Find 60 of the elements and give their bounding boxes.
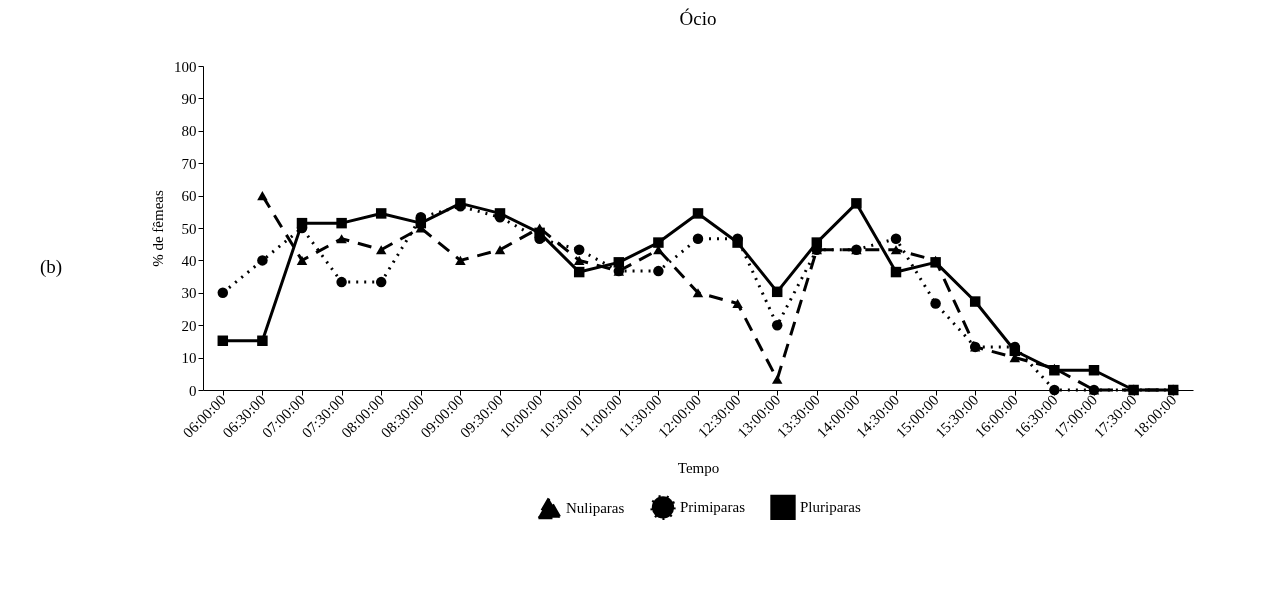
y-tick-label: 10 <box>181 350 197 367</box>
y-tick-label: 30 <box>181 285 197 302</box>
point <box>217 335 229 346</box>
y-tick-label: 60 <box>181 188 197 205</box>
y-tick-label: 100 <box>174 58 197 75</box>
point <box>494 208 506 219</box>
point <box>692 233 704 244</box>
point <box>1049 384 1060 396</box>
point <box>415 217 427 229</box>
y-tick-label: 90 <box>181 90 197 107</box>
point <box>296 255 308 265</box>
y-tick-label: 50 <box>181 220 197 237</box>
point <box>573 244 585 255</box>
point <box>573 266 585 278</box>
point <box>375 276 387 288</box>
point <box>257 191 268 201</box>
legend-label: Pluriparas <box>800 499 861 516</box>
point <box>336 234 347 244</box>
legend-label: Primiparas <box>680 499 746 516</box>
point <box>494 245 506 255</box>
y-tick-label: 0 <box>189 382 197 399</box>
point <box>890 266 902 278</box>
point <box>336 276 347 288</box>
point <box>1009 345 1021 357</box>
point <box>1088 364 1100 376</box>
point <box>732 298 743 309</box>
point <box>573 255 585 265</box>
point <box>653 237 664 248</box>
y-tick-label: 40 <box>181 252 197 269</box>
text: (b) <box>40 256 63 278</box>
point <box>890 245 902 255</box>
point <box>930 298 941 309</box>
y-tick-label: 80 <box>181 123 197 140</box>
point <box>890 233 902 244</box>
y-tick-label: 20 <box>181 317 197 334</box>
point <box>811 237 823 248</box>
chart-title: Ócio <box>679 8 717 29</box>
point <box>613 257 625 268</box>
legend-label: Nuliparas <box>566 500 625 517</box>
point <box>692 288 704 298</box>
point <box>771 374 783 384</box>
point <box>692 208 704 219</box>
y-tick-label: 70 <box>181 155 197 172</box>
point <box>851 198 862 209</box>
point <box>534 227 545 239</box>
point <box>375 208 387 219</box>
point <box>257 335 268 346</box>
point <box>375 245 387 255</box>
x-axis-title: Tempo <box>677 459 720 476</box>
point <box>257 255 268 266</box>
point <box>217 287 229 299</box>
point <box>732 237 743 248</box>
point <box>653 265 664 277</box>
y-axis-title: % de fêmeas <box>150 190 166 267</box>
point <box>771 286 783 298</box>
point <box>296 217 308 229</box>
point <box>336 217 347 229</box>
point <box>969 296 981 307</box>
point <box>455 255 466 265</box>
point <box>771 319 783 331</box>
